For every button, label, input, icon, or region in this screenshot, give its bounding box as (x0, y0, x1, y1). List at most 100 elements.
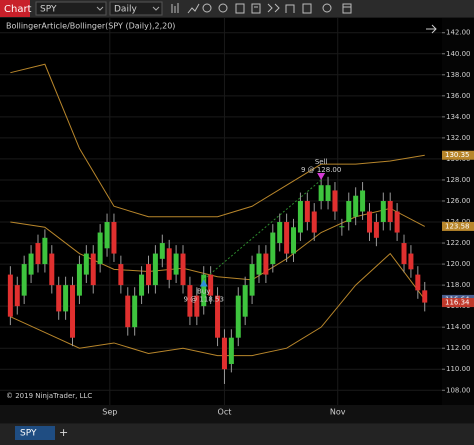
candle-body (70, 285, 76, 338)
candle-body (49, 253, 55, 286)
trade-label: Buy (197, 288, 210, 296)
candle-body (145, 264, 151, 286)
x-tick-label: Nov (330, 408, 346, 417)
candle-body (366, 211, 372, 233)
candle-body (360, 190, 366, 212)
candle-body (90, 253, 96, 286)
toolbar-icons (171, 3, 352, 14)
data-box-icon[interactable] (235, 3, 245, 14)
price-marker (442, 298, 474, 308)
y-tick-label: 120.00 (446, 260, 471, 268)
instrument-select[interactable] (35, 1, 107, 16)
y-tick-label: 108.00 (446, 386, 471, 394)
draw-icon[interactable] (187, 3, 200, 14)
trade-text: 9 @ 118.53 (184, 296, 224, 304)
candle-body (318, 185, 324, 201)
y-tick-label: 112.00 (446, 344, 471, 352)
candle-body (277, 222, 283, 244)
price-marker-label: 116.34 (445, 299, 470, 307)
instrument: SPY (40, 5, 57, 15)
candle-body (35, 243, 41, 265)
candle-body (221, 337, 227, 370)
candle-body (42, 237, 48, 265)
candle-body (180, 253, 186, 286)
trade-marker (317, 172, 326, 180)
y-tick-label: 118.00 (446, 281, 471, 289)
time-axis (0, 405, 474, 423)
candle-body (118, 264, 124, 286)
candle-body (56, 285, 62, 312)
candle-body (408, 253, 414, 270)
candle-body (270, 232, 276, 265)
bollinger-band (10, 252, 426, 357)
candle-body (325, 185, 331, 201)
candle-body (14, 285, 20, 307)
candle-body (422, 290, 428, 303)
candle-body (97, 232, 103, 265)
candle-body (284, 222, 290, 254)
y-tick-label: 126.00 (446, 197, 471, 205)
dropdown-arrow (152, 6, 160, 11)
y-tick-label: 136.00 (446, 92, 471, 100)
trade-label: Sell (315, 158, 328, 166)
candle-body (394, 211, 400, 233)
candle-body (242, 285, 248, 317)
candle-body (76, 264, 82, 296)
copyright: © 2019 NinjaTrader, LLC (6, 392, 92, 400)
add-tab[interactable]: + (59, 426, 68, 439)
price-axis (442, 18, 474, 405)
scroll-right-icon[interactable] (426, 24, 437, 34)
trade-marker (199, 279, 208, 287)
y-tick-label: 138.00 (446, 71, 471, 79)
interval: Daily (114, 5, 137, 15)
y-tick-label: 128.00 (446, 176, 471, 184)
dropdown-arrow (96, 6, 104, 11)
zoom-out-icon[interactable] (218, 3, 228, 13)
settings-icon[interactable] (322, 3, 332, 13)
candle-body (152, 253, 158, 286)
tab[interactable] (15, 426, 55, 440)
candle-body (249, 264, 255, 296)
candle-body (132, 295, 138, 328)
candle-body (235, 295, 241, 338)
candle-body (332, 190, 338, 212)
strategy-icon[interactable] (267, 3, 280, 13)
price-marker-label: 123.58 (445, 222, 470, 230)
candle-body (125, 295, 131, 328)
y-tick-label: 114.00 (446, 323, 471, 331)
candle-body (373, 222, 379, 238)
y-tick-label: 132.00 (446, 134, 471, 142)
candle-body (339, 226, 345, 228)
candle-body (173, 253, 179, 275)
candle-body (63, 285, 69, 312)
candle-body (353, 195, 359, 217)
candle-body (208, 274, 214, 296)
x-tick-label: Sep (102, 408, 117, 417)
screenshot-icon[interactable] (342, 3, 352, 14)
zoom-in-icon[interactable] (202, 3, 212, 13)
price-marker (442, 150, 474, 160)
candle-body (291, 227, 297, 254)
candle-body (346, 200, 352, 223)
bars-icon[interactable] (171, 3, 179, 13)
candle-body (139, 274, 145, 296)
trade-line (203, 179, 322, 280)
indicator-icon[interactable] (251, 3, 261, 14)
price-marker (442, 221, 474, 231)
candle-body (111, 222, 117, 254)
interval-select[interactable] (109, 1, 163, 16)
candle-body (201, 274, 207, 307)
candle-body (304, 200, 310, 223)
candle-body (159, 243, 165, 259)
window-label: Chart (4, 4, 32, 15)
y-tick-label: 134.00 (446, 113, 471, 121)
candle-body (104, 222, 110, 249)
candle-body (28, 253, 34, 275)
properties-icon[interactable] (302, 3, 312, 14)
template-icon[interactable] (285, 4, 295, 13)
window-label-bg (0, 0, 30, 17)
trade-text: 9 @ 128.00 (301, 166, 341, 174)
